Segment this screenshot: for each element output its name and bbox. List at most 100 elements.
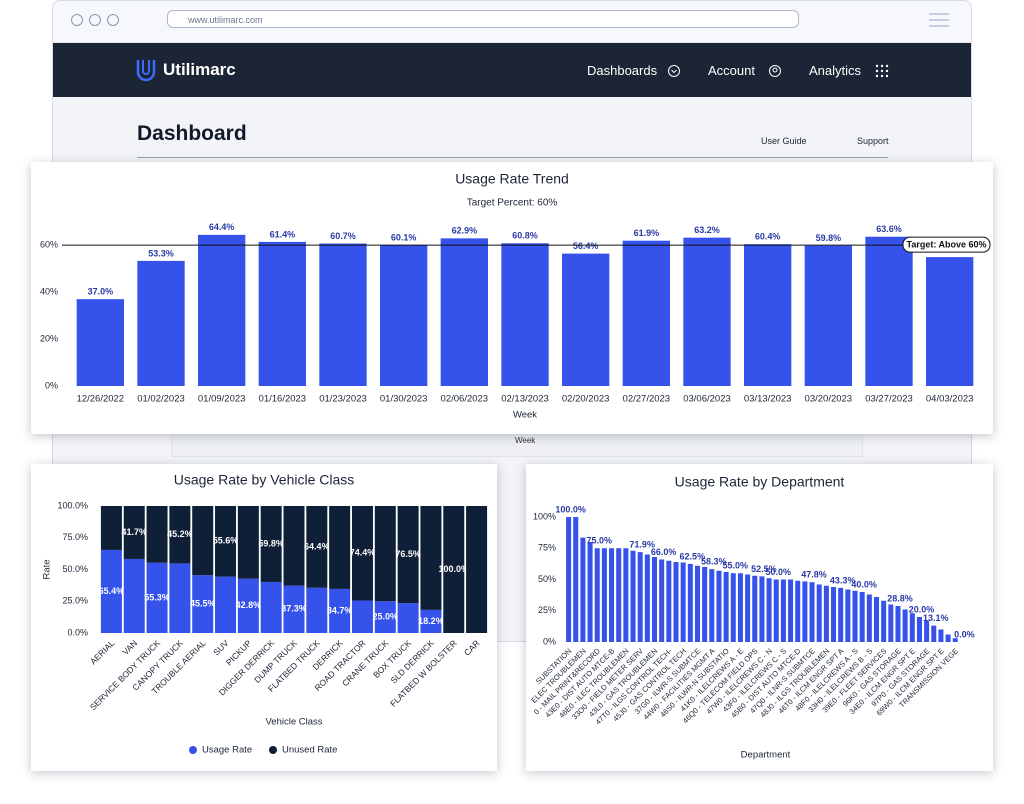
x-tick-label: 01/16/2023 [259, 394, 307, 405]
bar [637, 552, 643, 642]
bar-segment [123, 506, 145, 559]
bar [737, 573, 743, 642]
window-dot[interactable] [107, 14, 119, 26]
bar-segment [237, 506, 259, 579]
browser-toolbar: www.utilimarc.com [53, 1, 971, 43]
window-dot[interactable] [89, 14, 101, 26]
nav-item[interactable]: Dashboards [587, 63, 658, 78]
legend-swatch [189, 746, 197, 754]
nav-item[interactable]: Analytics [809, 63, 862, 78]
bar [616, 548, 622, 642]
x-tick-label: VAN [120, 638, 139, 657]
x-tick-label: 03/13/2023 [744, 394, 792, 405]
bar-segment [306, 506, 328, 588]
menu-icon[interactable] [929, 25, 949, 27]
data-label: 55.6% [213, 536, 239, 546]
y-tick-label: 25% [538, 605, 556, 615]
bar-segment [466, 506, 488, 633]
bar [440, 238, 488, 386]
data-label: 52.5% [751, 564, 777, 574]
bar [652, 557, 658, 642]
y-tick-label: 0.0% [67, 627, 88, 637]
bar [816, 584, 822, 642]
bar [938, 629, 944, 642]
y-tick-label: 0% [543, 636, 556, 646]
y-tick-label: 100.0% [57, 500, 88, 510]
y-tick-label: 0% [45, 380, 58, 390]
bar-segment [260, 581, 282, 633]
window-dot[interactable] [71, 14, 83, 26]
chart-title: Usage Rate by Vehicle Class [174, 472, 355, 488]
data-label: 60.7% [330, 231, 356, 241]
bar [198, 234, 246, 386]
y-tick-label: 50.0% [62, 564, 88, 574]
menu-icon[interactable] [929, 19, 949, 21]
bar [601, 548, 607, 642]
bar [895, 606, 901, 642]
bar [809, 582, 815, 642]
data-label: 42.8% [236, 600, 262, 610]
data-label: 40.0% [851, 579, 877, 589]
bar [866, 594, 872, 642]
data-label: 55.0% [723, 561, 749, 571]
data-label: 41.7% [121, 527, 147, 537]
navbar: Utilimarc Dashboards Account Analytics [53, 43, 971, 97]
data-label: 18.2% [418, 616, 444, 626]
data-label: 75.0% [586, 536, 612, 546]
brand[interactable]: Utilimarc [163, 60, 236, 79]
data-label: 28.8% [887, 593, 913, 603]
bar-segment [123, 558, 145, 633]
nav-icon[interactable] [667, 64, 681, 78]
x-tick-label: 03/27/2023 [865, 394, 913, 405]
bar [780, 579, 786, 642]
bar [802, 581, 808, 642]
data-label: 59.8% [258, 538, 284, 548]
url-bar[interactable]: www.utilimarc.com [167, 10, 799, 28]
nav-icon[interactable] [875, 64, 889, 78]
y-tick-label: 75.0% [62, 532, 88, 542]
data-label: 64.4% [304, 541, 330, 551]
bar [909, 613, 915, 642]
x-axis-label: Department [741, 750, 791, 761]
data-label: 62.9% [452, 226, 478, 236]
logo[interactable] [135, 57, 157, 83]
bar-segment [329, 588, 351, 633]
header-link[interactable]: Support [857, 136, 889, 146]
bar [945, 634, 951, 642]
legend-label: Unused Rate [282, 745, 337, 756]
data-label: 100.0% [438, 564, 469, 574]
bar [501, 243, 549, 386]
data-label: 45.5% [190, 598, 216, 608]
nav-icon[interactable] [768, 64, 782, 78]
bar [562, 253, 610, 386]
bar-segment [420, 506, 442, 610]
x-axis-label: Week [513, 410, 537, 421]
data-label: 60.8% [512, 231, 538, 241]
data-label: 58.3% [701, 557, 727, 567]
data-label: 37.3% [281, 604, 307, 614]
bar-segment [397, 603, 419, 633]
bar [622, 240, 670, 386]
data-label: 65.4% [99, 586, 125, 596]
nav-item[interactable]: Account [708, 63, 755, 78]
menu-icon[interactable] [929, 13, 949, 15]
data-label: 61.9% [634, 228, 660, 238]
y-axis-label: Rate [42, 559, 53, 579]
bar [137, 260, 185, 386]
bar [845, 589, 851, 642]
bar [709, 569, 715, 642]
bar [680, 562, 686, 642]
bar [888, 604, 894, 642]
bar [630, 550, 636, 642]
bar [723, 572, 729, 642]
bar [865, 236, 913, 386]
bar [744, 244, 792, 386]
chart-card: Usage Rate by Vehicle Class Vehicle Class… [31, 464, 497, 771]
bar [759, 576, 765, 642]
header-link[interactable]: User Guide [761, 136, 807, 146]
x-tick-label: 02/20/2023 [562, 394, 610, 405]
bar [319, 243, 367, 386]
data-label: 60.4% [755, 232, 781, 242]
data-label: 20.0% [909, 604, 935, 614]
x-tick-label: 03/06/2023 [683, 394, 731, 405]
